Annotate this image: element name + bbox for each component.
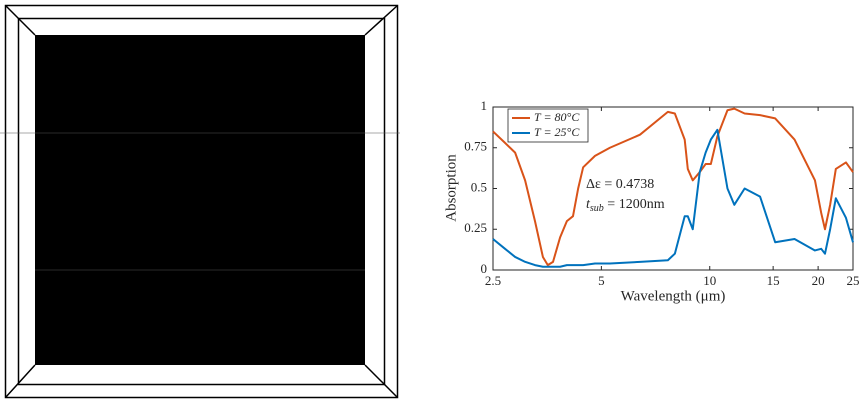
y-axis-label: Absorption (443, 154, 459, 222)
x-tick-label: 2.5 (485, 273, 501, 288)
middle-frame (17, 17, 386, 386)
legend-label: T = 25°C (534, 125, 580, 139)
sample-image (0, 4, 400, 399)
y-tick-label: 0 (481, 261, 488, 276)
annotation: tsub = 1200nm (586, 197, 665, 214)
x-tick-label: 10 (703, 273, 716, 288)
legend-box (507, 108, 589, 143)
annotation-text: t (586, 197, 591, 212)
x-tick-label: 5 (598, 273, 605, 288)
x-tick-label: 15 (767, 273, 780, 288)
frame-corner (4, 4, 36, 36)
y-tick-label: 0.25 (464, 220, 487, 235)
frame-corner (4, 364, 36, 399)
series-line (492, 128, 854, 268)
y-tick-label: 0.75 (464, 139, 487, 154)
x-axis-label: Wavelength (μm) (621, 288, 726, 304)
x-tick-label: 20 (812, 273, 825, 288)
annotation: Δε = 0.4738 (586, 177, 654, 192)
annotation-subscript: sub (590, 203, 604, 214)
frame-corner (364, 4, 399, 36)
series-line (492, 107, 854, 267)
annotation-text: = 1200nm (604, 197, 665, 212)
legend-label: T = 80°C (534, 110, 580, 124)
y-tick-label: 0.5 (471, 179, 487, 194)
x-tick-label: 25 (847, 273, 860, 288)
frame-corner (364, 364, 399, 399)
black-square (35, 35, 365, 365)
y-tick-label: 1 (481, 98, 488, 113)
